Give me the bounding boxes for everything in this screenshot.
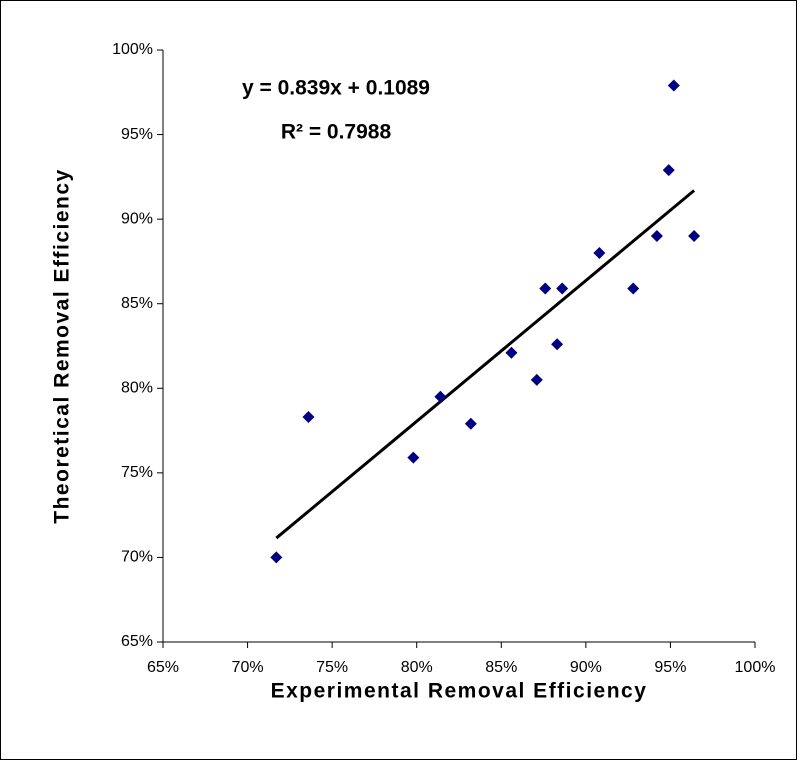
data-point	[593, 246, 606, 259]
data-point	[464, 417, 477, 430]
r-squared-annotation: R² = 0.7988	[281, 121, 392, 144]
data-point	[505, 346, 518, 359]
data-point	[539, 282, 552, 295]
data-point	[650, 230, 663, 243]
data-point	[407, 451, 420, 464]
data-point	[302, 411, 315, 424]
data-point	[627, 282, 640, 295]
x-axis-title: Experimental Removal Efficiency	[271, 680, 648, 703]
data-point	[551, 338, 564, 351]
data-point	[434, 390, 447, 403]
trendline	[275, 189, 696, 540]
data-point	[270, 551, 283, 564]
y-axis-title: Theoretical Removal Efficiency	[51, 168, 74, 523]
y-tick-label: 70%	[121, 549, 153, 566]
x-tick-label: 75%	[316, 659, 348, 676]
x-tick-label: 95%	[654, 659, 686, 676]
data-point	[530, 373, 543, 386]
y-tick-label: 80%	[121, 380, 153, 397]
data-point	[667, 79, 680, 92]
y-tick-label: 65%	[121, 633, 153, 650]
y-tick-label: 100%	[112, 41, 153, 58]
data-point	[662, 164, 675, 177]
x-tick-label: 70%	[232, 659, 264, 676]
y-tick-label: 90%	[121, 210, 153, 227]
data-point	[688, 230, 701, 243]
x-tick-label: 90%	[570, 659, 602, 676]
y-tick-label: 75%	[121, 464, 153, 481]
y-tick-label: 85%	[121, 295, 153, 312]
x-tick-label: 100%	[735, 659, 776, 676]
equation-annotation: y = 0.839x + 0.1089	[242, 77, 430, 100]
data-point	[556, 282, 569, 295]
y-tick-label: 95%	[121, 126, 153, 143]
x-tick-label: 85%	[485, 659, 517, 676]
x-tick-label: 80%	[401, 659, 433, 676]
x-tick-label: 65%	[147, 659, 179, 676]
